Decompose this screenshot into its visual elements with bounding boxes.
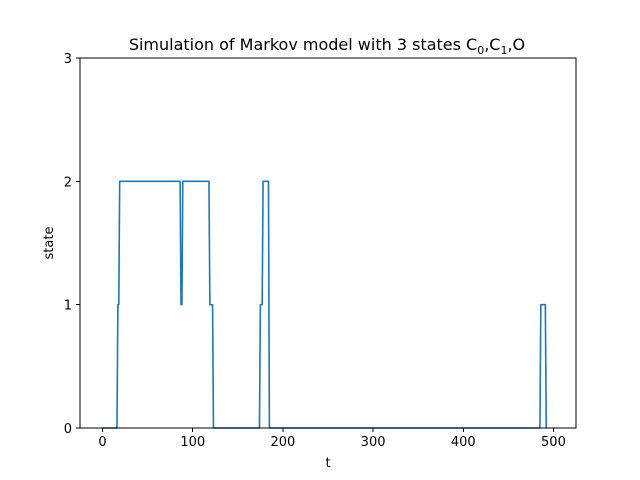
x-tick-label-4: 400: [451, 435, 476, 450]
chart-title-suffix: ,O: [507, 35, 525, 54]
chart-title-subscript-1: 1: [500, 44, 507, 57]
axes-frame: [79, 57, 577, 429]
x-axis-label: t: [325, 456, 330, 471]
x-tick-label-2: 200: [270, 435, 295, 450]
x-tick-label-0: 0: [98, 435, 106, 450]
y-tick-label-0: 0: [64, 422, 72, 437]
y-tick-label-2: 2: [64, 175, 72, 190]
chart-title-prefix: Simulation of Markov model with 3 states…: [129, 35, 477, 54]
ticks-layer: 0 100 200 300 400 500 0 1 2 3: [64, 52, 566, 450]
x-tick-label-3: 300: [361, 435, 386, 450]
x-tick-label-1: 100: [180, 435, 205, 450]
y-axis-label: state: [42, 227, 57, 260]
chart-title-subscript-0: 0: [477, 44, 484, 57]
x-tick-label-5: 500: [541, 435, 566, 450]
y-tick-label-1: 1: [64, 299, 72, 314]
chart-title-separator: ,C: [484, 35, 500, 54]
y-tick-label-3: 3: [64, 52, 72, 67]
chart-title: Simulation of Markov model with 3 states…: [129, 35, 525, 57]
